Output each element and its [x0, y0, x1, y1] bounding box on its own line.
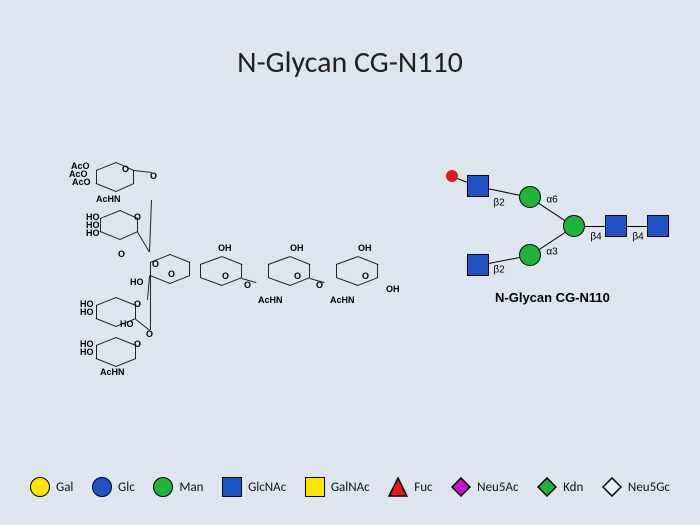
chem-label: O [222, 272, 229, 281]
legend-item-gal: Gal [30, 477, 73, 497]
chem-bond [96, 170, 97, 184]
glycan-node-man_c [563, 215, 585, 237]
glycan-node-fuc [446, 170, 458, 182]
chem-bond [96, 305, 97, 319]
chem-bond [135, 319, 150, 331]
legend-label: Man [179, 480, 203, 495]
legend-item-galnac: GalNAc [305, 477, 370, 497]
chem-bond [100, 218, 101, 232]
chem-bond [100, 210, 120, 219]
chem-bond [96, 297, 116, 306]
square-icon [305, 477, 325, 497]
chem-label: O [118, 250, 125, 259]
legend-item-man: Man [153, 477, 203, 497]
glycan-node-man_a3 [519, 244, 541, 266]
chem-bond [96, 358, 116, 367]
legend-label: Neu5Gc [628, 480, 670, 495]
diamond-icon [537, 477, 557, 497]
chem-label: HO [80, 308, 94, 317]
legend-label: Kdn [563, 480, 583, 495]
chem-bond [150, 276, 151, 330]
chem-bond [336, 256, 358, 265]
diamond-icon [602, 477, 622, 497]
circle-icon [92, 477, 112, 497]
chem-bond [96, 162, 116, 171]
chem-label: O [150, 172, 157, 181]
chem-bond [170, 254, 190, 263]
glycan-bond-label: β2 [493, 265, 504, 276]
chem-bond [96, 345, 97, 359]
triangle-icon [388, 477, 408, 497]
circle-icon [153, 477, 173, 497]
glycan-bond-label: β4 [632, 232, 643, 243]
square-icon [222, 477, 242, 497]
legend-item-neu5ac: Neu5Ac [451, 477, 518, 497]
chem-bond [96, 337, 116, 346]
chem-bond [100, 231, 120, 240]
legend-item-glcnac: GlcNAc [222, 477, 286, 497]
glycan-bond-label: β4 [590, 232, 601, 243]
chem-bond [200, 264, 201, 278]
circle-icon [30, 477, 50, 497]
chem-label: O [146, 330, 153, 339]
chem-bond [116, 358, 136, 367]
chem-label: AcO [72, 178, 91, 187]
chem-label: OH [358, 244, 372, 253]
glycan-node-gn_b4b [647, 215, 669, 237]
chem-bond [200, 256, 222, 265]
glycan-bond-label: β2 [493, 198, 504, 209]
chem-bond [336, 264, 337, 278]
chem-bond [116, 297, 136, 306]
chem-bond [222, 256, 242, 265]
legend-label: GalNAc [331, 480, 370, 495]
legend-item-glc: Glc [92, 477, 135, 497]
chem-label: AcHN [330, 296, 355, 305]
glycan-node-man_a6 [519, 186, 541, 208]
chem-bond [116, 183, 134, 192]
chem-bond [116, 337, 136, 346]
glycan-bond-label: α6 [546, 195, 557, 206]
legend-label: GlcNAc [248, 480, 286, 495]
glycan-node-gn_b2b [467, 254, 489, 276]
legend-label: Glc [118, 480, 135, 495]
chem-bond [358, 256, 378, 265]
chem-bond [96, 183, 116, 192]
chem-bond [96, 318, 116, 327]
legend-item-fuc: Fuc [388, 477, 432, 497]
chem-label: HO [86, 229, 100, 238]
chem-bond [120, 231, 138, 240]
diamond-icon [451, 477, 471, 497]
legend-item-kdn: Kdn [537, 477, 583, 497]
glycan-node-gn_b4a [605, 215, 627, 237]
chem-label: AcHN [96, 195, 121, 204]
chem-bond [268, 264, 269, 278]
snfg-legend: Gal Glc Man GlcNAc GalNAc Fuc Neu5Ac Kdn Neu… [30, 477, 670, 497]
page-title: N-Glycan CG-N110 [0, 44, 700, 81]
glycan-node-gn_b2t [467, 175, 489, 197]
chem-bond [290, 256, 310, 265]
chem-label: OH [386, 285, 400, 294]
chem-label: HO [130, 278, 144, 287]
chem-label: O [168, 270, 175, 279]
chem-label: HO [80, 348, 94, 357]
chem-bond [150, 262, 151, 276]
legend-label: Fuc [414, 480, 432, 495]
chem-label: AcHN [258, 296, 283, 305]
glycan-bond-label: α3 [546, 247, 557, 258]
chem-bond [268, 277, 290, 286]
glycan-caption: N-Glycan CG-N110 [495, 290, 610, 305]
chem-label: AcHN [100, 368, 125, 377]
chem-label: OH [218, 244, 232, 253]
legend-item-neu5gc: Neu5Gc [602, 477, 670, 497]
chem-bond [336, 277, 358, 286]
legend-label: Neu5Ac [477, 480, 518, 495]
chem-label: O [244, 281, 251, 290]
chem-bond [149, 200, 152, 252]
chem-bond [200, 277, 222, 286]
chem-bond [268, 256, 290, 265]
figure-root: N-Glycan CG-N110 AcOAcOAcOOOAcHNHOHOHOOO… [0, 0, 700, 525]
chem-label: OH [290, 244, 304, 253]
legend-label: Gal [56, 480, 73, 495]
